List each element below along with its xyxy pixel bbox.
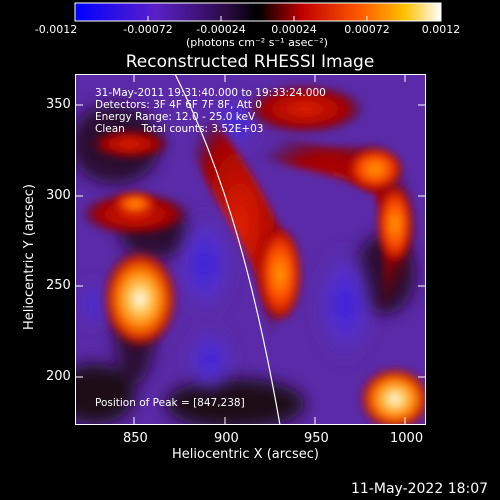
colorbar-gradient — [74, 2, 442, 22]
colorbar-tick-label: -0.00072 — [123, 23, 173, 36]
y-tick-label: 200 — [46, 369, 71, 384]
x-tick-label: 1000 — [390, 431, 424, 446]
colorbar-tick-label: 0.0012 — [421, 23, 461, 36]
x-axis-label: Heliocentric X (arcsec) — [172, 447, 319, 462]
x-tick-label: 900 — [214, 431, 239, 446]
y-tick-label: 350 — [46, 97, 71, 112]
y-tick-label: 250 — [46, 278, 71, 293]
info-detectors: Detectors: 3F 4F 6F 7F 8F, Att 0 — [95, 99, 262, 111]
colorbar-tick-label: -0.00024 — [196, 23, 246, 36]
info-clean-counts: Clean Total counts: 3.52E+03 — [95, 123, 264, 135]
info-energy-range: Energy Range: 12.0 - 25.0 keV — [95, 111, 256, 123]
plot-datestamp: 11-May-2022 18:07 — [351, 481, 489, 497]
colorbar — [74, 2, 442, 22]
y-axis-label: Heliocentric Y (arcsec) — [22, 184, 37, 330]
colorbar-unit-label: (photons cm⁻² s⁻¹ asec⁻²) — [186, 36, 328, 49]
peak-position-label: Position of Peak = [847,238] — [95, 397, 245, 409]
colorbar-tick-label: 0.00024 — [271, 23, 317, 36]
colorbar-tick-label: 0.00072 — [344, 23, 390, 36]
colorbar-tick-label: -0.0012 — [34, 23, 78, 36]
x-tick-label: 950 — [304, 431, 329, 446]
solar-limb — [174, 74, 281, 425]
x-tick-label: 850 — [123, 431, 148, 446]
rhessi-image — [75, 74, 426, 425]
plot-title: Reconstructed RHESSI Image — [125, 52, 375, 72]
info-time-range: 31-May-2011 19:31:40.000 to 19:33:24.000 — [95, 87, 326, 99]
y-tick-label: 300 — [46, 188, 71, 203]
